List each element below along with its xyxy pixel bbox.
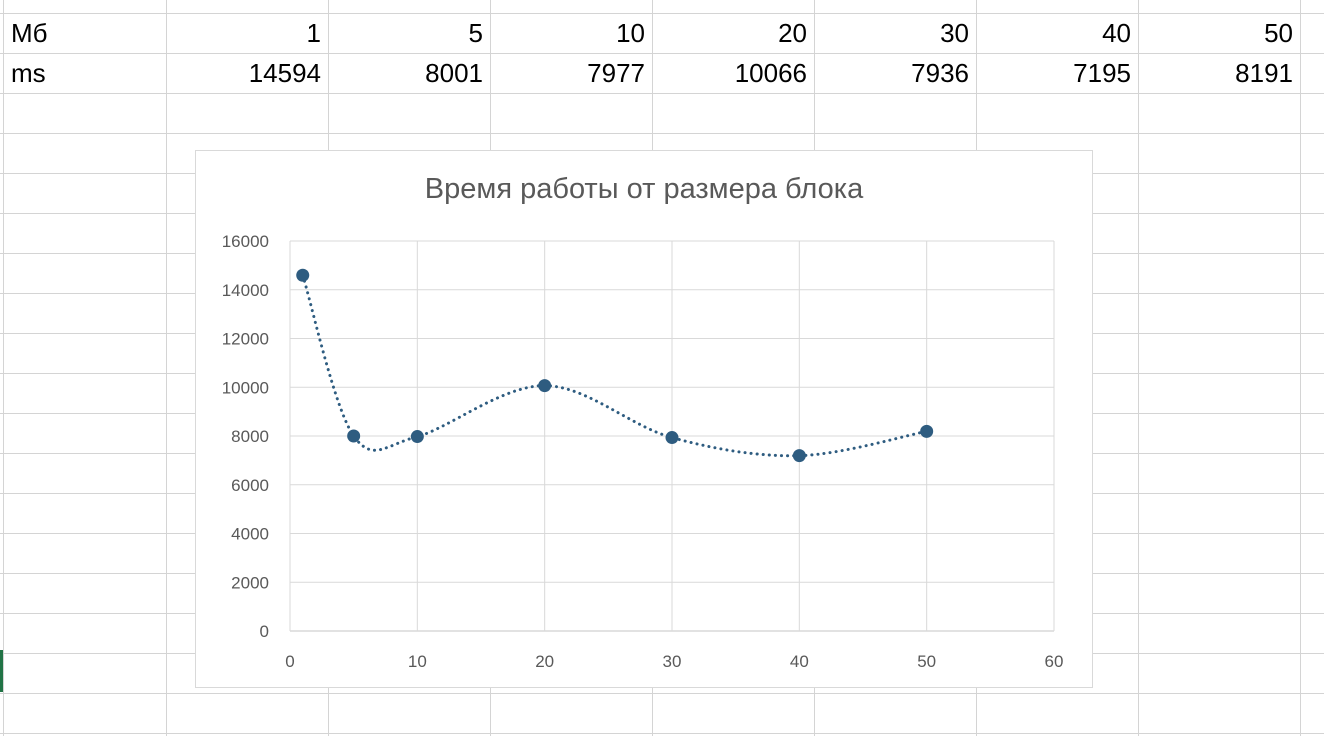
row-label-mb[interactable]: Мб: [11, 18, 48, 48]
data-point[interactable]: [792, 449, 806, 463]
cell-mb-4[interactable]: 20: [778, 18, 807, 48]
cell-mb-3[interactable]: 10: [616, 18, 645, 48]
y-tick-label: 14000: [222, 281, 269, 300]
cell-ms-2[interactable]: 8001: [425, 58, 483, 88]
x-tick-label: 50: [917, 652, 936, 671]
series-line: [301, 273, 929, 458]
row-label-ms[interactable]: ms: [11, 58, 46, 88]
y-tick-label: 16000: [222, 232, 269, 251]
y-tick-label: 6000: [231, 476, 269, 495]
left-edge-marker: [0, 650, 3, 692]
cell-mb-5[interactable]: 30: [940, 18, 969, 48]
y-tick-label: 12000: [222, 330, 269, 349]
x-tick-label: 60: [1045, 652, 1064, 671]
cell-ms-1[interactable]: 14594: [248, 58, 321, 88]
data-point[interactable]: [347, 429, 361, 443]
x-tick-label: 0: [285, 652, 294, 671]
y-tick-label: 0: [260, 622, 269, 641]
data-point[interactable]: [410, 430, 424, 444]
chart-plot-area: 0 2000 4000 6000 8000 10000 12000 14000 16000 0 10…: [222, 232, 1064, 671]
data-point[interactable]: [920, 424, 934, 438]
y-tick-label: 10000: [222, 378, 269, 397]
cell-ms-6[interactable]: 7195: [1073, 58, 1131, 88]
data-point[interactable]: [665, 431, 679, 445]
y-tick-label: 2000: [231, 573, 269, 592]
y-tick-label: 4000: [231, 525, 269, 544]
x-tick-label: 40: [790, 652, 809, 671]
chart[interactable]: Время работы от размера блока 0 2000 4000 6…: [195, 150, 1093, 688]
cell-ms-7[interactable]: 8191: [1235, 58, 1293, 88]
x-tick-label: 30: [663, 652, 682, 671]
data-point[interactable]: [296, 268, 310, 282]
cell-mb-7[interactable]: 50: [1264, 18, 1293, 48]
y-tick-label: 8000: [231, 427, 269, 446]
data-point[interactable]: [538, 379, 552, 393]
cell-ms-5[interactable]: 7936: [911, 58, 969, 88]
cell-ms-3[interactable]: 7977: [587, 58, 645, 88]
cell-ms-4[interactable]: 10066: [734, 58, 807, 88]
x-tick-label: 10: [408, 652, 427, 671]
chart-title: Время работы от размера блока: [424, 173, 864, 205]
cell-mb-1[interactable]: 1: [306, 18, 321, 48]
cell-mb-2[interactable]: 5: [468, 18, 483, 48]
cell-mb-6[interactable]: 40: [1102, 18, 1131, 48]
x-tick-label: 20: [535, 652, 554, 671]
